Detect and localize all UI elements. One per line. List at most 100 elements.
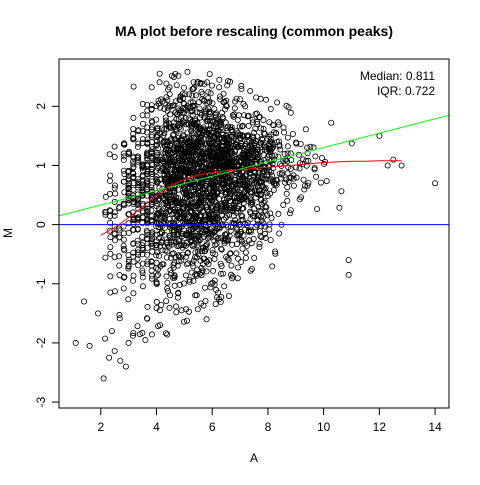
scatter-point <box>182 91 189 98</box>
scatter-point <box>211 277 218 284</box>
scatter-point <box>121 153 128 160</box>
scatter-point <box>165 201 172 208</box>
scatter-point <box>121 140 128 147</box>
scatter-point <box>194 266 201 273</box>
scatter-point <box>153 305 160 312</box>
scatter-point <box>197 114 204 121</box>
outlier-point <box>384 162 391 169</box>
scatter-point <box>214 190 221 197</box>
scatter-point <box>189 222 196 229</box>
scatter-point <box>246 237 253 244</box>
scatter-point <box>338 188 345 195</box>
scatter-point <box>116 315 123 322</box>
scatter-point <box>283 158 290 165</box>
scatter-point <box>242 181 249 188</box>
scatter-point <box>130 83 137 90</box>
scatter-point <box>129 277 136 284</box>
scatter-point <box>139 274 146 281</box>
scatter-point <box>194 306 201 313</box>
scatter-point <box>286 210 293 217</box>
scatter-point <box>247 267 254 274</box>
scatter-point <box>260 213 267 220</box>
scatter-point <box>156 70 163 77</box>
scatter-point <box>116 234 123 241</box>
scatter-point <box>116 311 123 318</box>
scatter-point <box>166 304 173 311</box>
scatter-point <box>270 186 277 193</box>
scatter-point <box>166 124 173 131</box>
scatter-point <box>174 204 181 211</box>
scatter-point <box>257 125 264 132</box>
scatter-point <box>213 240 220 247</box>
scatter-point <box>181 100 188 107</box>
scatter-point <box>233 250 240 257</box>
scatter-point <box>287 207 294 214</box>
scatter-point <box>311 166 318 173</box>
scatter-point <box>144 205 151 212</box>
scatter-point <box>239 245 246 252</box>
scatter-point <box>239 216 246 223</box>
scatter-point <box>164 287 171 294</box>
median-annotation: Median: 0.811 <box>360 69 435 83</box>
scatter-point <box>213 204 220 211</box>
scatter-point <box>212 158 219 165</box>
scatter-point <box>206 118 213 125</box>
scatter-point <box>234 117 241 124</box>
scatter-point <box>166 102 173 109</box>
scatter-point <box>249 189 256 196</box>
scatter-point <box>236 123 243 130</box>
scatter-point <box>188 198 195 205</box>
scatter-point <box>242 194 249 201</box>
scatter-point <box>161 159 168 166</box>
scatter-point <box>274 99 281 106</box>
scatter-point <box>186 278 193 285</box>
scatter-point <box>181 241 188 248</box>
scatter-point <box>185 204 192 211</box>
scatter-point <box>135 156 142 163</box>
scatter-point <box>181 195 188 202</box>
scatter-point <box>139 136 146 143</box>
scatter-point <box>190 277 197 284</box>
scatter-point <box>183 261 190 268</box>
scatter-point <box>192 292 199 299</box>
scatter-point <box>107 273 114 280</box>
scatter-point <box>215 234 222 241</box>
scatter-point <box>211 229 218 236</box>
scatter-point <box>164 331 171 338</box>
y-tick-label: 2 <box>34 103 48 110</box>
scatter-point <box>189 243 196 250</box>
scatter-point <box>139 246 146 253</box>
scatter-point <box>224 78 231 85</box>
scatter-point <box>212 301 219 308</box>
scatter-point <box>229 112 236 119</box>
scatter-point <box>161 220 168 227</box>
scatter-point <box>190 134 197 141</box>
scatter-point <box>153 259 160 266</box>
scatter-point <box>148 148 155 155</box>
scatter-point <box>206 125 213 132</box>
scatter-point <box>184 185 191 192</box>
scatter-point <box>225 177 232 184</box>
scatter-point <box>180 131 187 138</box>
scatter-point <box>148 258 155 265</box>
scatter-point <box>148 200 155 207</box>
scatter-point <box>251 156 258 163</box>
scatter-point <box>185 260 192 267</box>
scatter-point <box>171 156 178 163</box>
outlier-point <box>100 375 107 382</box>
scatter-point <box>153 138 160 145</box>
y-tick-label: 1 <box>34 162 48 169</box>
scatter-point <box>144 303 151 310</box>
scatter-point <box>171 219 178 226</box>
scatter-point <box>198 141 205 148</box>
scatter-point <box>192 232 199 239</box>
scatter-point <box>163 178 170 185</box>
scatter-point <box>172 194 179 201</box>
scatter-point <box>247 189 254 196</box>
scatter-point <box>272 152 279 159</box>
scatter-point <box>243 185 250 192</box>
scatter-point <box>126 180 133 187</box>
scatter-point <box>134 197 141 204</box>
scatter-point <box>183 215 190 222</box>
outlier-point <box>117 357 124 364</box>
